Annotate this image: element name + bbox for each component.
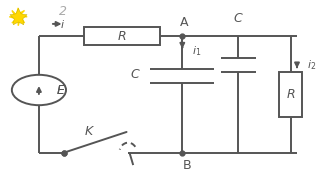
Polygon shape — [9, 17, 18, 18]
Bar — [279, 72, 302, 117]
Text: $i_2$: $i_2$ — [307, 58, 316, 72]
Text: A: A — [180, 16, 188, 29]
Polygon shape — [12, 10, 18, 17]
Text: R: R — [117, 30, 126, 43]
Polygon shape — [18, 17, 20, 26]
Text: $i_1$: $i_1$ — [192, 44, 201, 58]
Bar — [84, 28, 160, 45]
Text: $i$: $i$ — [60, 18, 65, 30]
Text: B: B — [183, 159, 191, 172]
Text: C: C — [234, 12, 243, 25]
Polygon shape — [17, 8, 18, 17]
Polygon shape — [12, 17, 18, 23]
Text: C: C — [131, 68, 139, 81]
Polygon shape — [18, 10, 25, 17]
Text: R: R — [286, 88, 295, 101]
Text: K: K — [84, 125, 92, 138]
Text: E: E — [56, 84, 64, 96]
Text: 2: 2 — [59, 5, 67, 18]
Polygon shape — [18, 15, 27, 17]
Polygon shape — [18, 17, 25, 23]
Text: E: E — [56, 84, 64, 96]
